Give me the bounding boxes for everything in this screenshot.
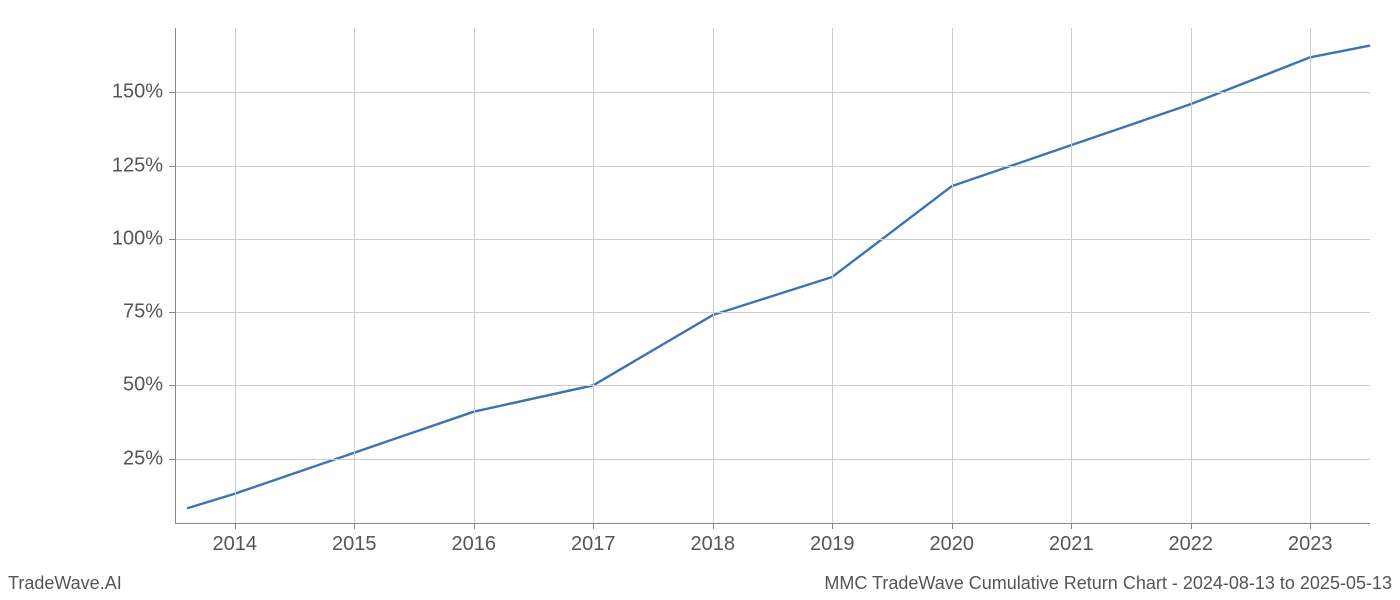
x-tick-label: 2018 [691,533,736,556]
footer-brand: TradeWave.AI [8,573,122,594]
grid-line-vertical [952,28,953,523]
x-tick-label: 2015 [332,533,377,556]
grid-line-vertical [474,28,475,523]
grid-line-horizontal [175,312,1370,313]
grid-line-horizontal [175,239,1370,240]
y-tick-label: 150% [112,81,163,104]
x-tick-label: 2016 [452,533,497,556]
x-axis-spine [175,523,1370,524]
grid-line-vertical [593,28,594,523]
x-tick-label: 2020 [930,533,975,556]
grid-line-vertical [832,28,833,523]
return-line [187,46,1370,509]
plot-area: 2014201520162017201820192020202120222023… [175,28,1370,523]
footer-caption: MMC TradeWave Cumulative Return Chart - … [824,573,1392,594]
grid-line-horizontal [175,92,1370,93]
y-tick-label: 125% [112,154,163,177]
y-tick-label: 50% [123,374,163,397]
grid-line-vertical [354,28,355,523]
x-tick-label: 2023 [1288,533,1333,556]
y-axis-spine [175,28,176,523]
x-tick-label: 2019 [810,533,855,556]
grid-line-horizontal [175,166,1370,167]
y-tick-label: 75% [123,301,163,324]
x-tick-label: 2021 [1049,533,1094,556]
grid-line-vertical [1191,28,1192,523]
chart-container: 2014 2015 2016 2017 2018 2019 2020 2021 2022 2023… [0,0,1400,600]
x-tick-label: 2014 [213,533,258,556]
grid-line-vertical [1310,28,1311,523]
grid-line-vertical [713,28,714,523]
grid-line-horizontal [175,459,1370,460]
y-tick-label: 100% [112,227,163,250]
y-tick-label: 25% [123,447,163,470]
x-tick-label: 2017 [571,533,616,556]
grid-line-vertical [235,28,236,523]
x-tick-label: 2022 [1169,533,1214,556]
grid-line-vertical [1071,28,1072,523]
grid-line-horizontal [175,385,1370,386]
